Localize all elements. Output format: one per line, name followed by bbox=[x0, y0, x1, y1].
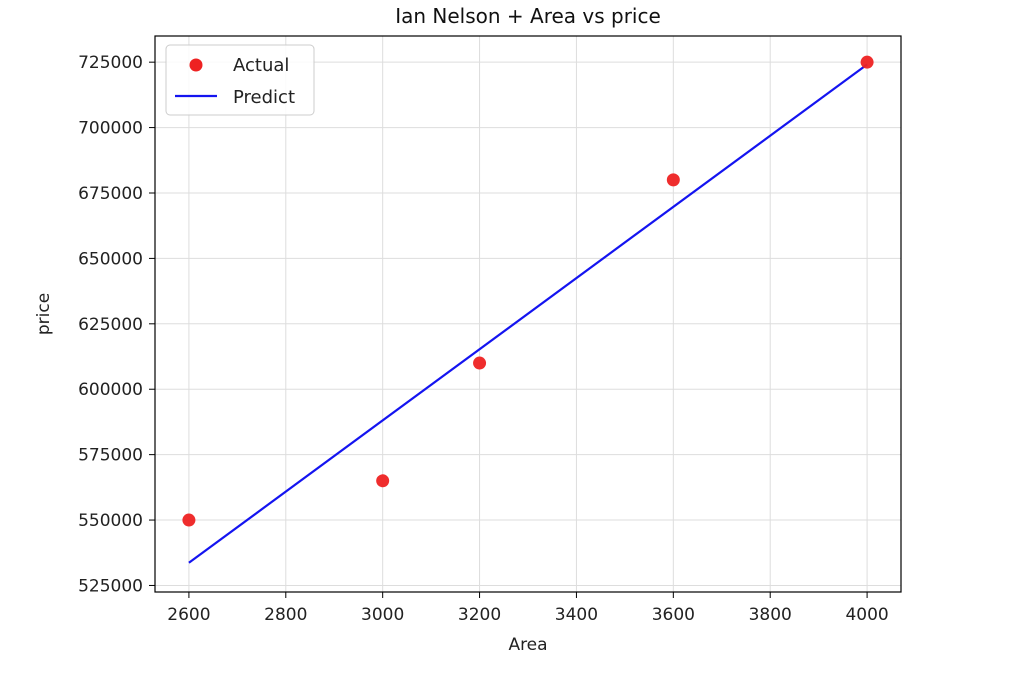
actual-point bbox=[860, 55, 874, 69]
y-tick-label: 575000 bbox=[78, 446, 143, 466]
tick-layer: 2600 2800 3000 3200 3400 3600 3800 4000 525000 55… bbox=[78, 53, 889, 625]
x-tick-label: 2600 bbox=[167, 605, 210, 625]
actual-point bbox=[376, 474, 390, 488]
y-tick-label: 675000 bbox=[78, 184, 143, 204]
x-tick-label: 3800 bbox=[749, 605, 792, 625]
y-tick-label: 650000 bbox=[78, 249, 143, 269]
x-tick-label: 2800 bbox=[264, 605, 307, 625]
x-tick-label: 4000 bbox=[845, 605, 888, 625]
plot-frame bbox=[154, 35, 902, 593]
y-tick-label: 625000 bbox=[78, 315, 143, 335]
y-tick-label: 600000 bbox=[78, 380, 143, 400]
legend-frame bbox=[165, 44, 315, 116]
predict-line bbox=[188, 63, 868, 564]
x-axis-label: Area bbox=[508, 635, 547, 655]
x-tick-label: 3200 bbox=[458, 605, 501, 625]
x-tick-label: 3600 bbox=[652, 605, 695, 625]
legend-predict-label: Predict bbox=[233, 87, 295, 108]
x-tick-label: 3000 bbox=[361, 605, 404, 625]
series-layer bbox=[182, 55, 874, 564]
legend-actual-marker bbox=[189, 58, 203, 72]
y-tick-label: 700000 bbox=[78, 119, 143, 139]
y-axis-label: price bbox=[34, 293, 54, 335]
legend-actual-label: Actual bbox=[233, 55, 289, 76]
chart-title: Ian Nelson + Area vs price bbox=[395, 4, 661, 28]
grid-layer bbox=[155, 36, 901, 592]
actual-point bbox=[666, 173, 680, 187]
y-tick-label: 525000 bbox=[78, 576, 143, 596]
actual-point bbox=[182, 513, 196, 527]
x-tick-label: 3400 bbox=[555, 605, 598, 625]
y-tick-label: 550000 bbox=[78, 511, 143, 531]
legend: Actual Predict bbox=[165, 44, 315, 116]
y-tick-label: 725000 bbox=[78, 53, 143, 73]
actual-point bbox=[473, 356, 487, 370]
